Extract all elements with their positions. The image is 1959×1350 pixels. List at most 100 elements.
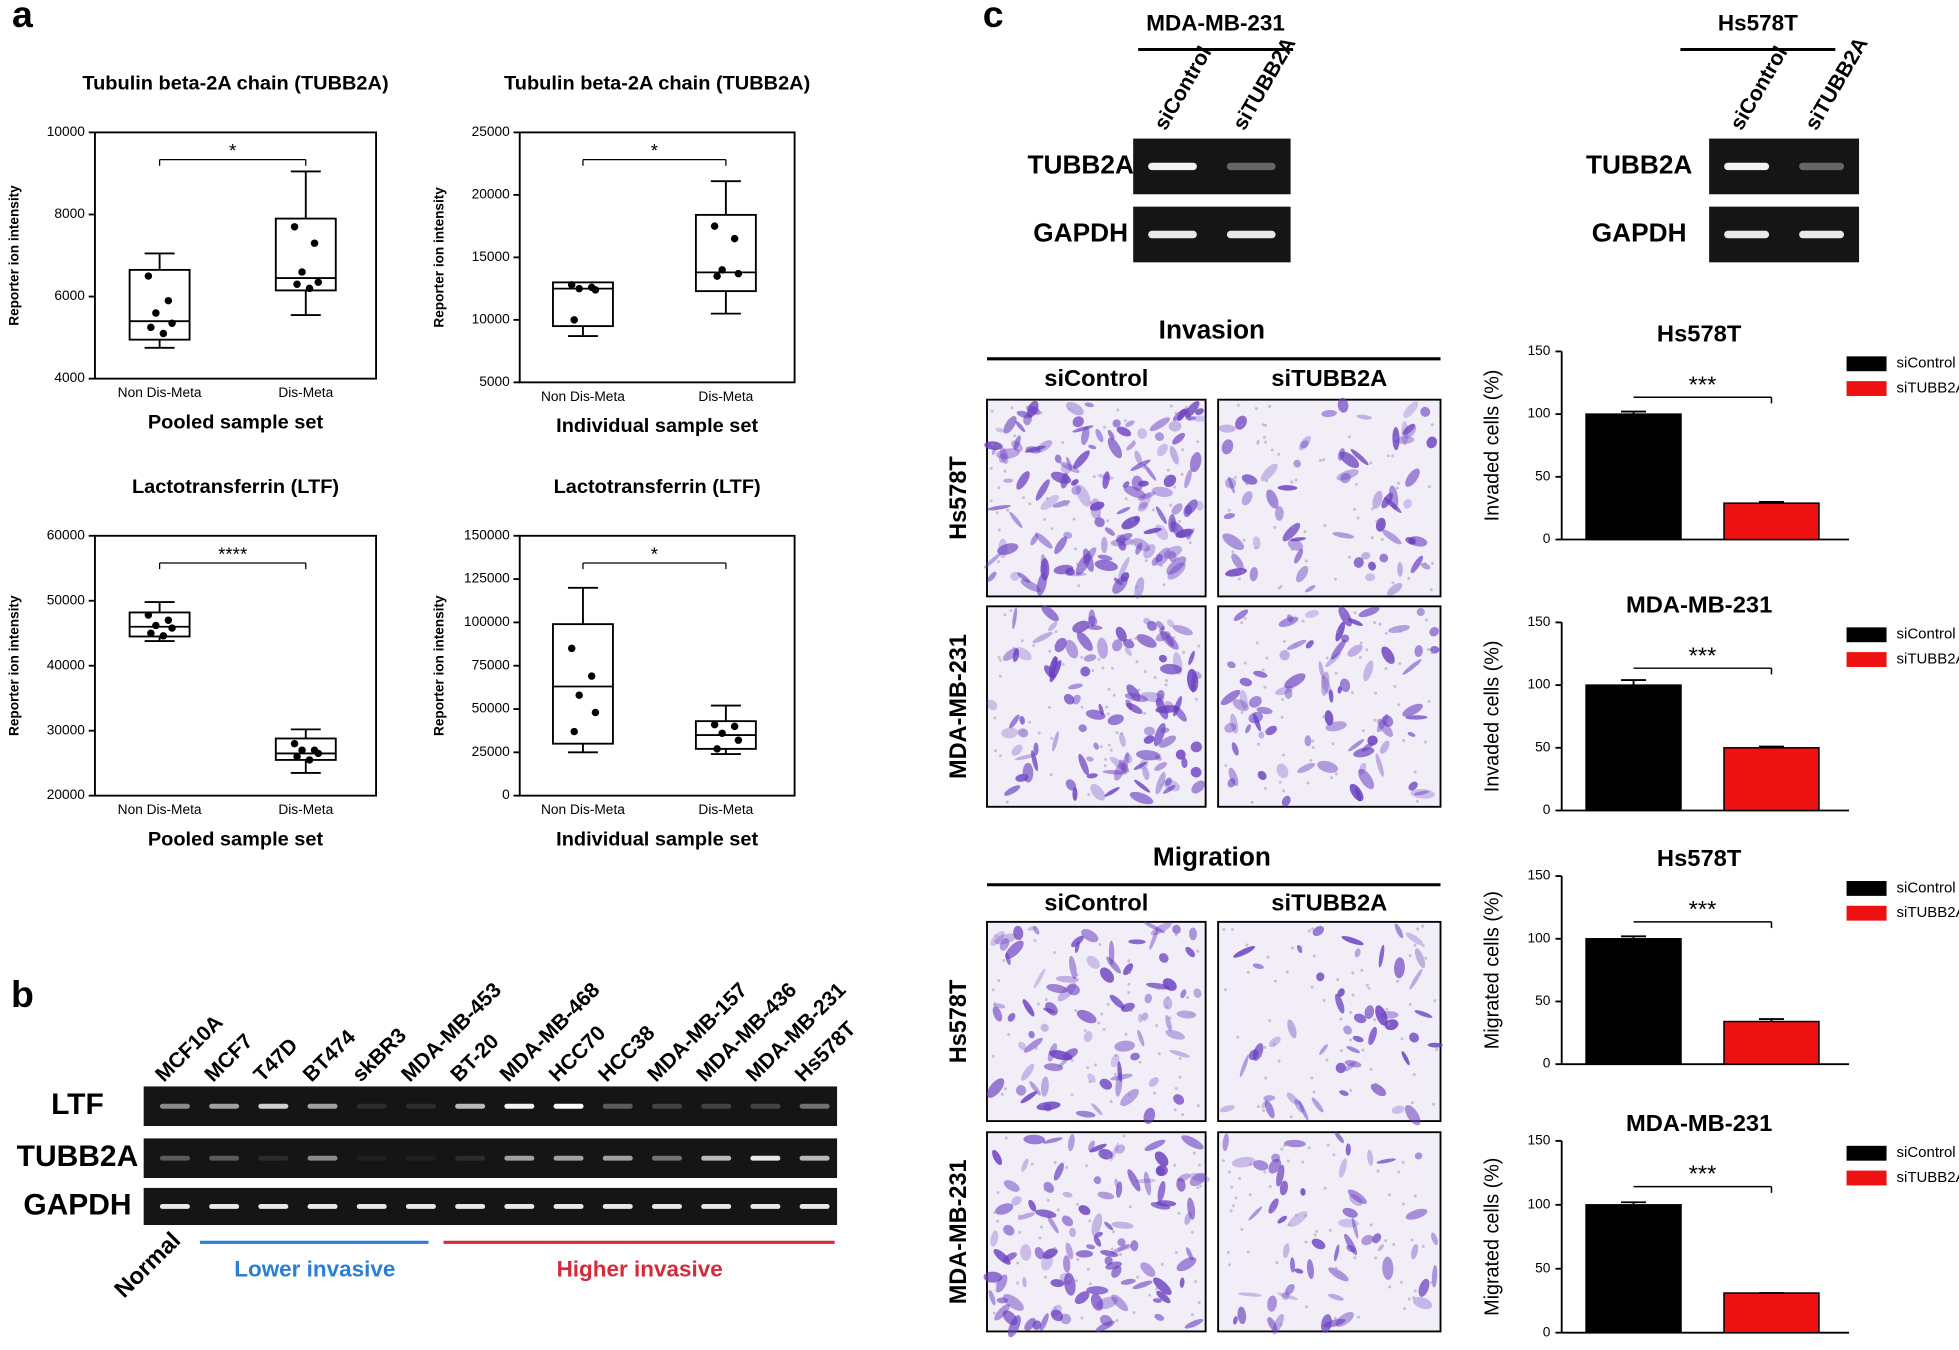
pore <box>1106 1002 1110 1006</box>
pore <box>1098 1152 1102 1156</box>
cell <box>1091 1103 1103 1116</box>
pore <box>1048 649 1052 653</box>
cell <box>1137 491 1156 501</box>
cell <box>1083 654 1097 662</box>
pore <box>1412 1296 1416 1300</box>
cell <box>1339 1158 1347 1178</box>
pore <box>1339 1017 1343 1021</box>
cell <box>1158 735 1177 748</box>
cell <box>1300 440 1309 449</box>
cell <box>995 427 1005 433</box>
cell <box>1185 416 1197 421</box>
pore <box>1356 557 1360 561</box>
pore <box>1190 1313 1194 1317</box>
pore <box>1226 1250 1230 1254</box>
pore <box>1118 717 1122 721</box>
pore <box>1039 411 1043 415</box>
cell <box>1359 762 1367 776</box>
y-tick-label: 150 <box>1528 868 1551 883</box>
pore <box>1380 537 1384 541</box>
group-label: Higher invasive <box>557 1257 723 1282</box>
cell <box>1143 527 1162 535</box>
pore <box>1237 561 1241 565</box>
cell <box>1143 617 1151 625</box>
cell <box>1408 537 1416 545</box>
cell <box>1410 788 1435 799</box>
gel-band <box>504 1203 535 1209</box>
cell <box>1143 921 1166 933</box>
chart-title: Tubulin beta-2A chain (TUBB2A) <box>504 72 810 94</box>
bar <box>1585 1204 1682 1334</box>
assay-title: Invasion <box>1159 315 1265 345</box>
cell <box>1222 1133 1229 1152</box>
cell <box>1111 1221 1134 1229</box>
cell <box>1166 556 1187 575</box>
pore <box>1326 1143 1330 1147</box>
pore <box>1178 1057 1182 1060</box>
gel-band <box>553 1103 584 1109</box>
pore <box>999 754 1003 758</box>
cell <box>1001 727 1018 739</box>
pore <box>993 716 997 720</box>
cell <box>1012 607 1018 630</box>
cell <box>1232 699 1249 712</box>
pore <box>1315 1229 1319 1233</box>
cell <box>1053 564 1074 575</box>
pore <box>1229 1209 1233 1213</box>
pore <box>1112 447 1116 451</box>
pore <box>1136 1275 1140 1279</box>
cell <box>1139 492 1152 509</box>
pore <box>1429 1281 1433 1285</box>
data-point <box>298 746 306 754</box>
cell <box>1093 1176 1102 1185</box>
pore <box>1332 1153 1336 1157</box>
pore <box>1070 1058 1074 1062</box>
cell <box>1414 1010 1433 1018</box>
pore <box>1266 955 1270 959</box>
cell <box>1332 532 1355 539</box>
significance: * <box>651 544 658 565</box>
y-tick-label: 0 <box>1543 531 1551 546</box>
pore <box>1249 1163 1253 1166</box>
pore <box>1243 616 1247 620</box>
data-point <box>168 624 176 632</box>
cell <box>1286 1092 1299 1105</box>
cell <box>1172 408 1190 421</box>
cell <box>1112 419 1121 428</box>
pore <box>1124 1032 1128 1036</box>
cell <box>1165 701 1174 708</box>
gel-band <box>209 1103 240 1109</box>
cell <box>1278 616 1299 627</box>
pore <box>1128 971 1132 975</box>
pore <box>1387 454 1391 458</box>
cell <box>1160 663 1182 675</box>
pore <box>1242 538 1246 542</box>
cell <box>1344 1060 1362 1068</box>
cell <box>1155 697 1164 707</box>
pore <box>1298 675 1302 679</box>
cell <box>1155 553 1163 563</box>
pore <box>1131 518 1135 522</box>
cell <box>1069 955 1077 980</box>
cell <box>1110 1053 1120 1068</box>
cell <box>1344 1061 1356 1072</box>
significance: *** <box>1689 372 1717 398</box>
pore <box>1304 1214 1308 1218</box>
cell <box>1277 1292 1298 1301</box>
cell <box>1431 1264 1438 1288</box>
pore <box>1261 668 1265 672</box>
cell <box>1065 1242 1074 1260</box>
cell <box>1185 946 1196 958</box>
cell <box>1372 1233 1382 1244</box>
significance: *** <box>1689 897 1717 923</box>
pore <box>1331 742 1335 746</box>
cell <box>1413 790 1430 796</box>
data-point <box>570 727 578 736</box>
cell <box>996 448 1020 459</box>
cell <box>1196 500 1204 511</box>
cell <box>1149 417 1171 432</box>
cell <box>1401 1050 1410 1066</box>
pore <box>1181 1113 1185 1117</box>
cell <box>1151 486 1173 497</box>
cell <box>1384 497 1402 513</box>
